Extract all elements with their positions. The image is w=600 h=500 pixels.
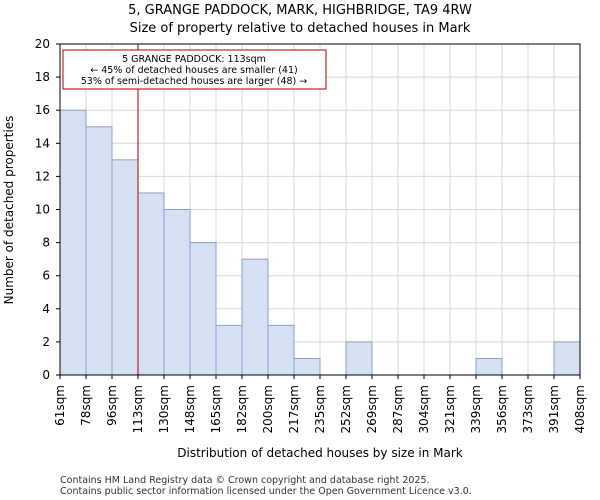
x-tick-label-200sqm: 200sqm <box>261 385 275 433</box>
x-tick-label-182sqm: 182sqm <box>235 385 249 433</box>
y-axis-ticks: 0 2 4 6 8 10 12 14 16 18 20 <box>35 37 60 382</box>
x-tick-label-148sqm: 148sqm <box>183 385 197 433</box>
x-tick-label-130sqm: 130sqm <box>157 385 171 433</box>
x-axis-label: Distribution of detached houses by size … <box>177 446 463 460</box>
bar-130sqm <box>163 209 191 376</box>
y-tick-label-2: 2 <box>42 335 50 349</box>
footer-line1: Contains HM Land Registry data © Crown c… <box>60 475 430 486</box>
bar-78sqm <box>85 126 113 376</box>
bar-96sqm <box>111 159 139 376</box>
x-tick-label-356sqm: 356sqm <box>495 385 509 433</box>
x-tick-label-373sqm: 373sqm <box>521 385 535 433</box>
x-tick-label-61sqm: 61sqm <box>53 385 67 426</box>
y-tick-label-18: 18 <box>35 70 50 84</box>
annotation-frame <box>62 49 327 90</box>
x-tick-label-165sqm: 165sqm <box>209 385 223 433</box>
bar-165sqm <box>215 324 243 376</box>
bar-148sqm <box>189 242 217 376</box>
bar-61sqm <box>59 109 87 376</box>
y-tick-label-8: 8 <box>42 236 50 250</box>
chart-title-line1: 5, GRANGE PADDOCK, MARK, HIGHBRIDGE, TA9… <box>128 3 472 18</box>
y-tick-label-14: 14 <box>35 136 50 150</box>
bar-200sqm <box>267 324 295 376</box>
y-tick-label-0: 0 <box>42 368 50 382</box>
bars <box>59 109 581 376</box>
y-tick-label-10: 10 <box>35 203 50 217</box>
x-tick-label-269sqm: 269sqm <box>365 385 379 433</box>
x-tick-label-78sqm: 78sqm <box>79 385 93 426</box>
annotation-line2: ← 45% of detached houses are smaller (41… <box>90 65 297 76</box>
x-tick-label-391sqm: 391sqm <box>547 385 561 433</box>
bar-252sqm <box>345 341 373 376</box>
annotation-line1: 5 GRANGE PADDOCK: 113sqm <box>122 54 266 65</box>
y-tick-label-4: 4 <box>42 302 50 316</box>
bar-339sqm <box>475 357 503 376</box>
x-tick-label-235sqm: 235sqm <box>313 385 327 433</box>
x-tick-label-113sqm: 113sqm <box>131 385 145 433</box>
x-tick-label-287sqm: 287sqm <box>391 385 405 433</box>
annotation-line3: 53% of semi-detached houses are larger (… <box>81 76 308 87</box>
annotation-box: 5 GRANGE PADDOCK: 113sqm ← 45% of detach… <box>62 49 327 90</box>
x-tick-label-339sqm: 339sqm <box>469 385 483 433</box>
chart-title-line2: Size of property relative to detached ho… <box>130 21 471 36</box>
x-tick-label-217sqm: 217sqm <box>287 385 301 433</box>
y-tick-label-6: 6 <box>42 269 50 283</box>
footer-line2: Contains public sector information licen… <box>60 486 472 497</box>
bar-217sqm <box>293 357 321 376</box>
bar-391sqm <box>553 341 581 376</box>
bar-182sqm <box>241 258 269 376</box>
y-axis-label: Number of detached properties <box>2 116 16 305</box>
x-tick-label-408sqm: 408sqm <box>573 385 587 433</box>
y-tick-label-16: 16 <box>35 103 50 117</box>
x-tick-label-304sqm: 304sqm <box>417 385 431 433</box>
bar-113sqm <box>137 192 165 376</box>
x-tick-label-321sqm: 321sqm <box>443 385 457 433</box>
y-tick-label-20: 20 <box>35 37 50 51</box>
y-tick-label-12: 12 <box>35 169 50 183</box>
x-tick-label-96sqm: 96sqm <box>105 385 119 426</box>
x-tick-label-252sqm: 252sqm <box>339 385 353 433</box>
x-axis-ticks: 61sqm 78sqm 96sqm 113sqm 130sqm 148sqm 165sqm 1… <box>53 375 587 433</box>
